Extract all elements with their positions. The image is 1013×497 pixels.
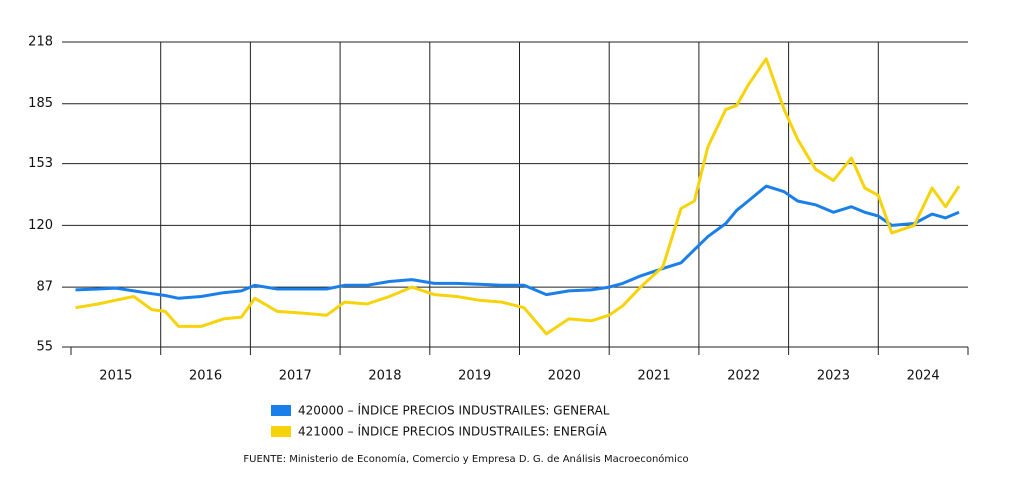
x-tick-label: 2015 [99, 369, 132, 384]
x-tick-label: 2021 [638, 369, 671, 384]
y-tick-label: 55 [36, 340, 53, 355]
x-tick-label: 2016 [189, 369, 222, 384]
x-tick-label: 2017 [279, 369, 312, 384]
legend-swatch [271, 426, 291, 437]
series-line [75, 184, 960, 300]
x-tick-label: 2024 [907, 369, 940, 384]
source-note: FUENTE: Ministerio de Economía, Comercio… [243, 453, 688, 465]
y-tick-label: 87 [36, 280, 53, 295]
x-tick-label: 2023 [817, 369, 850, 384]
legend-swatch [271, 405, 291, 416]
x-tick-label: 2020 [548, 369, 581, 384]
legend-label: 421000 – ÍNDICE PRECIOS INDUSTRAILES: EN… [298, 424, 608, 439]
x-tick-label: 2019 [458, 369, 491, 384]
y-tick-label: 185 [28, 96, 53, 111]
legend-label: 420000 – ÍNDICE PRECIOS INDUSTRAILES: GE… [298, 403, 610, 418]
y-tick-label: 218 [28, 35, 53, 50]
y-tick-label: 120 [28, 218, 53, 233]
x-tick-label: 2022 [727, 369, 760, 384]
y-tick-label: 153 [28, 156, 53, 171]
series-line [75, 57, 961, 336]
x-tick-label: 2018 [368, 369, 401, 384]
